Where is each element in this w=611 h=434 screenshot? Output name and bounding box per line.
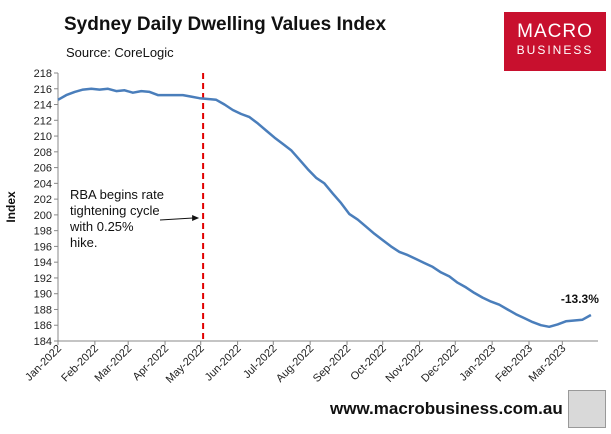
y-tick-label: 198: [34, 226, 52, 238]
y-tick-label: 206: [34, 163, 52, 175]
x-tick-label: Mar-2022: [93, 343, 135, 385]
annotation-arrow-line: [159, 217, 194, 221]
annotation-text-line: RBA begins rate: [70, 187, 164, 202]
y-tick-label: 212: [34, 115, 52, 127]
website-url: www.macrobusiness.com.au: [330, 399, 563, 418]
x-tick-label: Jul-2022: [241, 343, 279, 381]
y-tick-label: 186: [34, 320, 52, 332]
x-tick-label: Oct-2022: [348, 343, 388, 383]
y-tick-label: 204: [34, 178, 52, 190]
annotation-text-line: hike.: [70, 235, 97, 250]
y-tick-label: 216: [34, 84, 52, 96]
x-tick-label: Nov-2022: [383, 343, 425, 385]
change-label: -13.3%: [561, 292, 599, 306]
annotation-arrow-head: [192, 215, 200, 222]
series-line: [57, 87, 592, 329]
y-tick-label: 202: [34, 194, 52, 206]
y-tick-label: 192: [34, 273, 52, 285]
chart-source: Source: CoreLogic: [66, 45, 174, 60]
x-tick-label: Sep-2022: [311, 343, 353, 385]
logo-line-2: BUSINESS: [516, 43, 594, 57]
x-tick-label: Jun-2022: [203, 343, 244, 384]
y-axis-title: Index: [4, 191, 18, 223]
logo-line-1: MACRO: [517, 21, 593, 42]
wolf-logo-icon: [568, 390, 606, 428]
y-tick-label: 218: [34, 68, 52, 80]
y-tick-label: 208: [34, 147, 52, 159]
y-tick-label: 210: [34, 131, 52, 143]
macrobusiness-logo: MACRO BUSINESS: [504, 12, 606, 71]
y-tick-label: 214: [34, 100, 52, 112]
y-tick-label: 194: [34, 257, 52, 269]
annotation-text-line: tightening cycle: [70, 203, 160, 218]
x-tick-label: May-2022: [164, 343, 207, 386]
x-tick-label: Jan-2023: [457, 343, 498, 384]
x-tick-label: Mar-2023: [527, 343, 569, 385]
y-tick-label: 188: [34, 304, 52, 316]
x-tick-label: Jan-2022: [23, 343, 64, 384]
x-tick-label: Dec-2022: [419, 343, 461, 385]
y-tick-label: 184: [34, 336, 52, 348]
y-tick-label: 190: [34, 289, 52, 301]
annotation-text-line: with 0.25%: [69, 219, 134, 234]
y-tick-label: 196: [34, 241, 52, 253]
x-tick-label: Aug-2022: [274, 343, 316, 385]
y-tick-label: 200: [34, 210, 52, 222]
page-title: Sydney Daily Dwelling Values Index: [64, 14, 387, 35]
